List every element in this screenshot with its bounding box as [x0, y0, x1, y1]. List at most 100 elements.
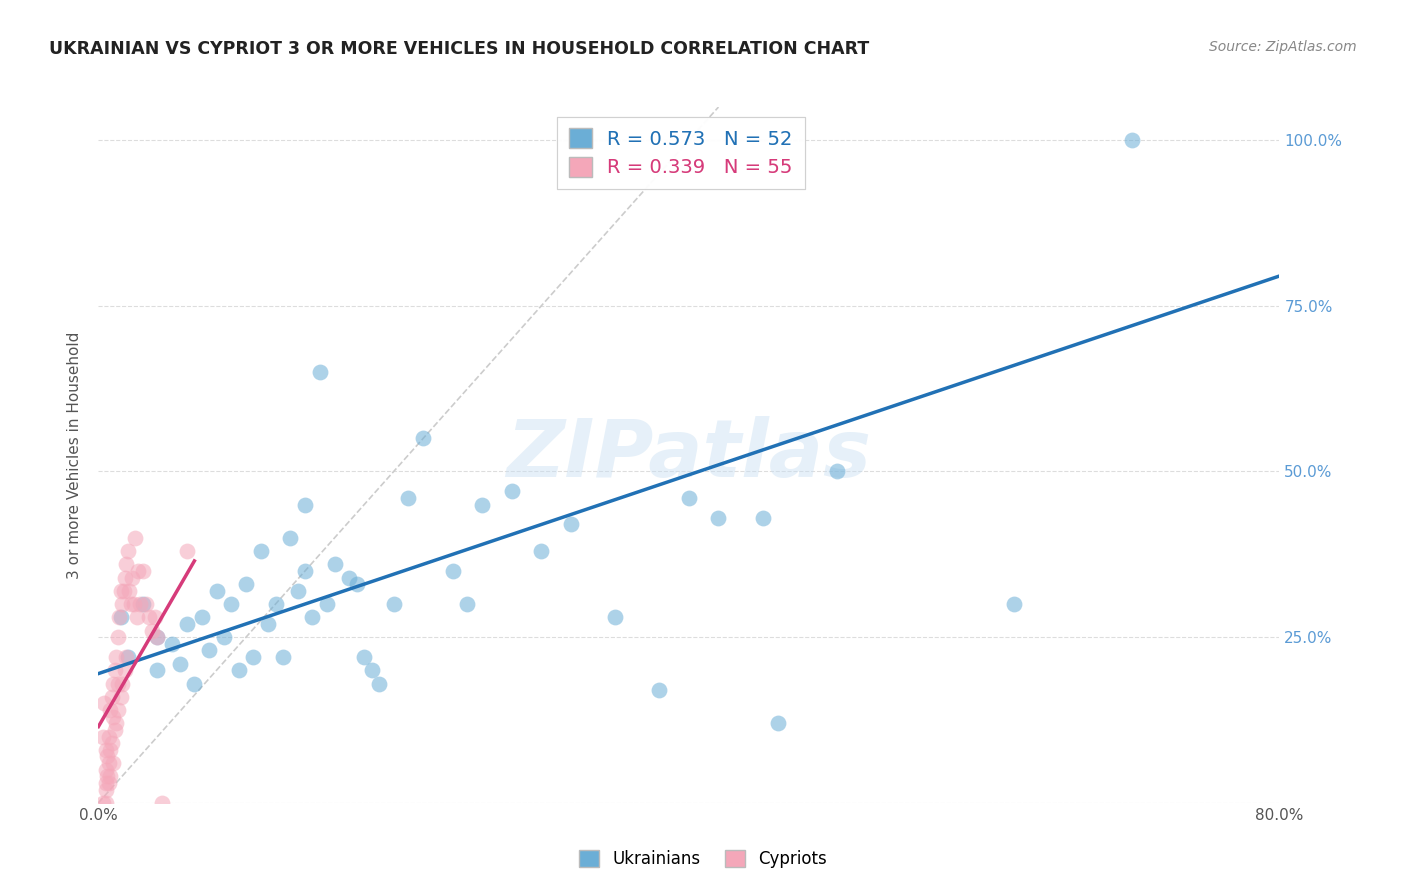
Point	[111, 597, 134, 611]
Point	[96, 749, 118, 764]
Point	[221, 597, 243, 611]
Point	[138, 610, 160, 624]
Point	[271, 650, 294, 665]
Point	[360, 663, 382, 677]
Point	[707, 511, 730, 525]
Point	[103, 676, 125, 690]
Point	[115, 558, 138, 572]
Point	[108, 610, 131, 624]
Point	[110, 690, 132, 704]
Point	[98, 743, 121, 757]
Point	[323, 558, 346, 572]
Point	[198, 643, 221, 657]
Point	[176, 544, 198, 558]
Point	[105, 716, 128, 731]
Point	[235, 577, 257, 591]
Point	[471, 498, 494, 512]
Point	[128, 597, 150, 611]
Text: UKRAINIAN VS CYPRIOT 3 OR MORE VEHICLES IN HOUSEHOLD CORRELATION CHART: UKRAINIAN VS CYPRIOT 3 OR MORE VEHICLES …	[49, 40, 869, 58]
Point	[212, 630, 235, 644]
Point	[91, 796, 114, 810]
Point	[97, 776, 120, 790]
Point	[825, 465, 848, 479]
Y-axis label: 3 or more Vehicles in Household: 3 or more Vehicles in Household	[67, 331, 83, 579]
Point	[242, 650, 264, 665]
Point	[117, 544, 139, 558]
Point	[228, 663, 250, 677]
Point	[1002, 597, 1025, 611]
Point	[124, 531, 146, 545]
Point	[114, 663, 136, 677]
Point	[96, 769, 118, 783]
Point	[1121, 133, 1143, 147]
Point	[316, 597, 339, 611]
Point	[309, 365, 332, 379]
Point	[176, 616, 198, 631]
Point	[112, 583, 135, 598]
Point	[287, 583, 309, 598]
Point	[121, 570, 143, 584]
Point	[205, 583, 228, 598]
Point	[146, 630, 169, 644]
Point	[110, 610, 132, 624]
Point	[766, 716, 789, 731]
Point	[382, 597, 405, 611]
Point	[191, 610, 214, 624]
Point	[104, 663, 127, 677]
Point	[127, 564, 149, 578]
Point	[368, 676, 391, 690]
Point	[107, 630, 129, 644]
Point	[125, 610, 148, 624]
Point	[605, 610, 627, 624]
Point	[103, 756, 125, 770]
Point	[280, 531, 302, 545]
Point	[97, 756, 120, 770]
Point	[301, 610, 323, 624]
Legend: R = 0.573   N = 52, R = 0.339   N = 55: R = 0.573 N = 52, R = 0.339 N = 55	[557, 117, 804, 189]
Point	[118, 583, 141, 598]
Point	[294, 498, 316, 512]
Point	[150, 796, 173, 810]
Point	[114, 570, 136, 584]
Point	[353, 650, 375, 665]
Point	[107, 676, 129, 690]
Point	[143, 610, 166, 624]
Point	[91, 730, 114, 744]
Point	[250, 544, 273, 558]
Point	[412, 431, 434, 445]
Text: ZIPatlas: ZIPatlas	[506, 416, 872, 494]
Point	[530, 544, 553, 558]
Point	[132, 597, 155, 611]
Point	[339, 570, 361, 584]
Point	[146, 663, 169, 677]
Legend: Ukrainians, Cypriots: Ukrainians, Cypriots	[572, 843, 834, 875]
Point	[94, 776, 117, 790]
Point	[346, 577, 368, 591]
Point	[294, 564, 316, 578]
Point	[117, 650, 139, 665]
Point	[146, 630, 169, 644]
Point	[115, 650, 138, 665]
Text: Source: ZipAtlas.com: Source: ZipAtlas.com	[1209, 40, 1357, 54]
Point	[398, 491, 420, 505]
Point	[111, 676, 134, 690]
Point	[169, 657, 191, 671]
Point	[94, 743, 117, 757]
Point	[94, 763, 117, 777]
Point	[105, 650, 128, 665]
Point	[457, 597, 479, 611]
Point	[94, 796, 117, 810]
Point	[678, 491, 700, 505]
Point	[257, 616, 280, 631]
Point	[441, 564, 464, 578]
Point	[120, 597, 142, 611]
Point	[98, 703, 121, 717]
Point	[132, 564, 155, 578]
Point	[135, 597, 157, 611]
Point	[162, 637, 183, 651]
Point	[100, 690, 122, 704]
Point	[107, 703, 129, 717]
Point	[122, 597, 145, 611]
Point	[752, 511, 775, 525]
Point	[110, 583, 132, 598]
